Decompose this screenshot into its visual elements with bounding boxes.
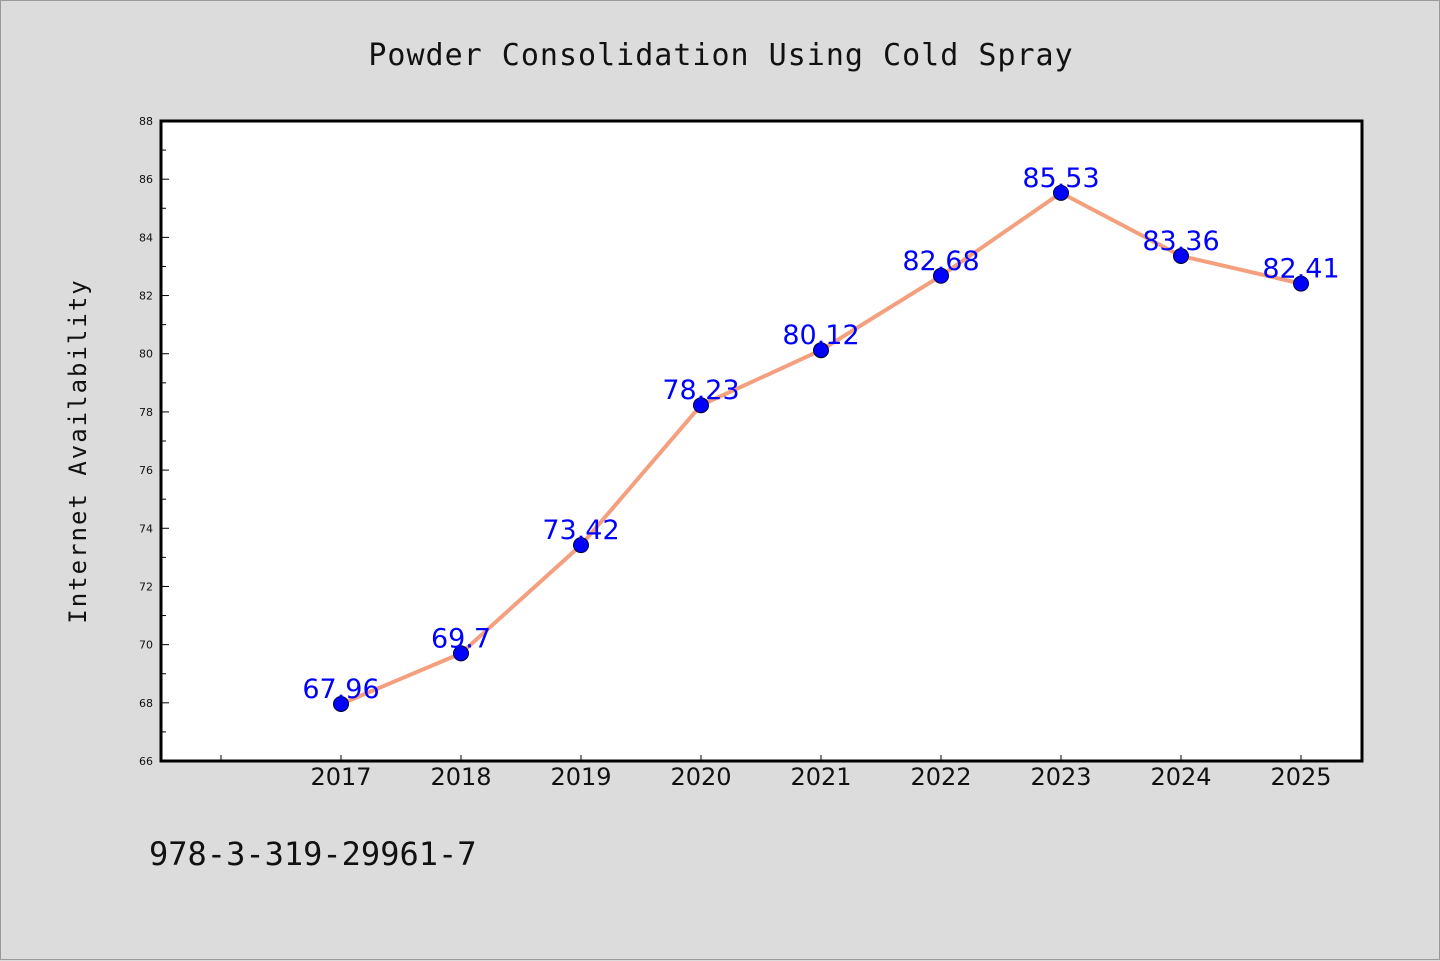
plot-area xyxy=(161,121,1362,761)
data-point xyxy=(933,267,949,284)
x-tick-label: 2025 xyxy=(1270,763,1331,791)
y-tick-label: 72 xyxy=(139,580,153,593)
y-tick-label: 86 xyxy=(139,173,153,186)
data-label: 73.42 xyxy=(542,515,619,546)
data-point xyxy=(1053,184,1069,201)
y-tick-label: 84 xyxy=(139,231,153,244)
isbn-footer: 978-3-319-29961-7 xyxy=(149,835,477,873)
data-point xyxy=(453,645,469,662)
data-point xyxy=(813,342,829,359)
data-label: 78.23 xyxy=(662,375,739,406)
y-axis-label: Internet Availability xyxy=(64,278,92,623)
y-tick-label: 82 xyxy=(139,290,153,303)
y-axis: 66 68 70 72 74 76 78 80 82 84 86 88 xyxy=(139,115,169,768)
data-label: 85.53 xyxy=(1022,163,1099,194)
data-label: 67.96 xyxy=(302,674,379,705)
data-point xyxy=(333,695,349,712)
data-label: 69.7 xyxy=(431,623,491,654)
data-point xyxy=(573,537,589,554)
plot-border xyxy=(159,119,1364,763)
x-tick-label: 2017 xyxy=(310,763,371,791)
data-point xyxy=(1293,275,1309,292)
y-tick-label: 74 xyxy=(139,522,153,535)
data-labels: 67.96 69.7 73.42 78.23 80.12 82.68 85.53 83.36 8… xyxy=(302,163,1339,705)
y-tick-label: 68 xyxy=(139,697,153,710)
data-label: 80.12 xyxy=(782,320,859,351)
x-tick-label: 2022 xyxy=(910,763,971,791)
x-tick-label: 2018 xyxy=(430,763,491,791)
data-point xyxy=(693,397,709,414)
chart-title: Powder Consolidation Using Cold Spray xyxy=(368,38,1073,73)
x-tick-label: 2024 xyxy=(1150,763,1211,791)
x-tick-label: 2021 xyxy=(790,763,851,791)
y-tick-label: 88 xyxy=(139,115,153,128)
x-tick-label: 2019 xyxy=(550,763,611,791)
data-label: 83.36 xyxy=(1142,226,1219,257)
data-points xyxy=(333,184,1309,712)
y-tick-label: 80 xyxy=(139,348,153,361)
y-tick-label: 76 xyxy=(139,464,153,477)
y-tick-label: 66 xyxy=(139,755,153,768)
data-label: 82.68 xyxy=(902,246,979,277)
data-label: 82.41 xyxy=(1262,254,1339,285)
y-tick-label: 78 xyxy=(139,406,153,419)
x-tick-label: 2023 xyxy=(1030,763,1091,791)
x-axis: 2017 2018 2019 2020 2021 2022 2023 2024 2025 xyxy=(220,755,1332,791)
y-tick-label: 70 xyxy=(139,639,153,652)
x-tick-label: 2020 xyxy=(670,763,731,791)
data-point xyxy=(1173,247,1189,264)
